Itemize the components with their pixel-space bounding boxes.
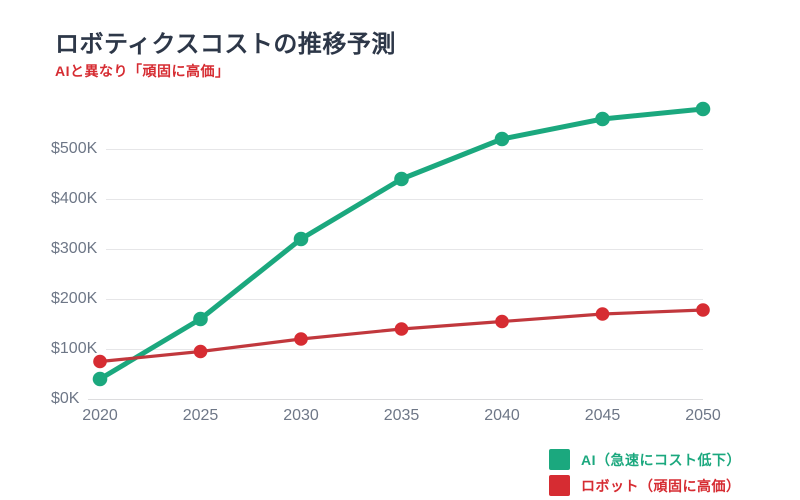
x-axis-tick-label: 2030 bbox=[283, 407, 319, 424]
x-axis-tick-label: 2045 bbox=[584, 407, 621, 424]
gridline-row: $300K bbox=[51, 239, 703, 259]
legend-item-robot: ロボット（頑固に高価） bbox=[549, 475, 741, 496]
ai-data-point bbox=[92, 371, 108, 387]
gridline bbox=[106, 248, 703, 250]
robot-data-point bbox=[595, 307, 610, 321]
x-axis-tick-label: 2040 bbox=[484, 407, 520, 424]
ai-data-point bbox=[193, 311, 208, 327]
y-axis-tick-label: $300K bbox=[51, 240, 98, 257]
gridline bbox=[106, 348, 703, 350]
y-axis-tick-label: $400K bbox=[51, 190, 98, 207]
legend-label-ai: AI（急速にコスト低下） bbox=[581, 451, 741, 468]
page-title: ロボティクスコストの推移予測 bbox=[55, 31, 396, 58]
gridline bbox=[106, 298, 703, 300]
robot-data-point bbox=[394, 322, 409, 336]
gridline-row: $400K bbox=[51, 189, 703, 209]
robot-series-swatch-icon bbox=[549, 475, 570, 496]
y-axis-tick-label: $0K bbox=[51, 390, 80, 407]
gridline-row: $100K bbox=[51, 339, 703, 359]
y-axis-tick-label: $200K bbox=[51, 290, 98, 307]
ai-series-swatch-icon bbox=[549, 449, 570, 470]
x-axis-tick-label: 2020 bbox=[82, 407, 118, 424]
gridline bbox=[106, 148, 703, 150]
ai-data-point bbox=[695, 101, 711, 117]
gridline-row: $500K bbox=[51, 139, 703, 159]
legend-item-ai: AI（急速にコスト低下） bbox=[549, 449, 741, 470]
chart-subtitle: AIと異なり「頑固に高価」 bbox=[55, 63, 230, 79]
y-axis-tick-label: $100K bbox=[51, 340, 98, 357]
x-axis-line bbox=[88, 398, 703, 400]
x-axis-tick-label: 2050 bbox=[685, 407, 721, 424]
gridline-row: $0K bbox=[51, 389, 703, 409]
x-axis-tick-label: 2025 bbox=[182, 407, 219, 424]
legend-label-robot: ロボット（頑固に高価） bbox=[581, 477, 741, 494]
ai-data-point bbox=[595, 111, 610, 127]
gridline-row: $200K bbox=[51, 289, 703, 309]
robot-data-point bbox=[495, 314, 509, 329]
y-axis-tick-label: $500K bbox=[51, 140, 98, 157]
ai-data-point bbox=[394, 171, 409, 187]
legend: AI（急速にコスト低下） ロボット（頑固に高価） bbox=[549, 449, 741, 500]
x-axis-tick-label: 2035 bbox=[383, 407, 420, 424]
gridline bbox=[106, 198, 703, 200]
